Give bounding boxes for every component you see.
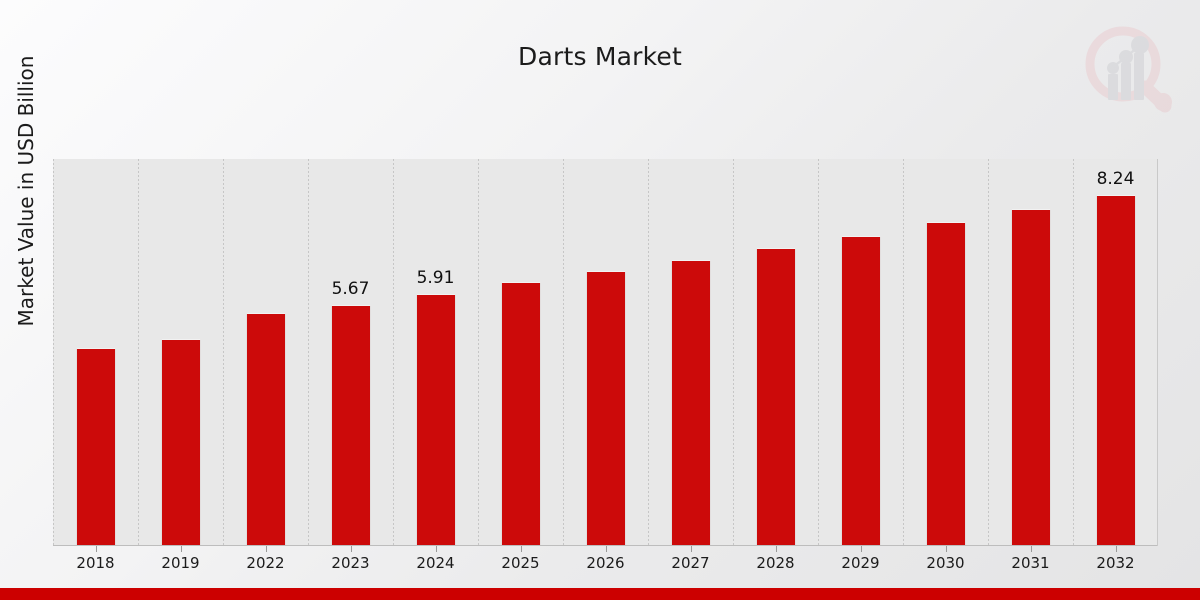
bar-group[interactable]: [500, 159, 541, 546]
x-axis-tick: [435, 546, 437, 552]
bar[interactable]: [1095, 195, 1136, 546]
x-axis-tick: [350, 546, 352, 552]
bar[interactable]: [500, 282, 541, 546]
bar[interactable]: [75, 348, 116, 546]
bar-group[interactable]: [670, 159, 711, 546]
bar[interactable]: [415, 294, 456, 546]
bar[interactable]: [925, 222, 966, 546]
x-axis-tick-label: 2025: [501, 554, 540, 572]
market-research-magnifier-logo-icon: [1079, 22, 1175, 114]
gridline: [733, 159, 734, 546]
page-title: Darts Market: [518, 42, 682, 71]
bar-group[interactable]: [245, 159, 286, 546]
gridline: [138, 159, 139, 546]
bar[interactable]: [1010, 208, 1051, 546]
gridlines: [53, 159, 1157, 546]
x-axis-tick-label: 2018: [76, 554, 115, 572]
bar-group[interactable]: 5.91: [415, 159, 456, 546]
gridline: [478, 159, 479, 546]
x-axis-tick: [1030, 546, 1032, 552]
gridline: [648, 159, 649, 546]
x-axis-tick-label: 2019: [161, 554, 200, 572]
bar-value-label: 5.91: [416, 268, 455, 289]
x-axis-tick-label: 2028: [756, 554, 795, 572]
x-axis-tick: [605, 546, 607, 552]
x-axis-tick: [690, 546, 692, 552]
bar[interactable]: [840, 235, 881, 546]
x-axis-tick: [265, 546, 267, 552]
gridline: [53, 159, 54, 546]
bar[interactable]: [585, 270, 626, 546]
bar-group[interactable]: [75, 159, 116, 546]
bar[interactable]: [160, 339, 201, 546]
bar[interactable]: [245, 312, 286, 546]
gridline: [818, 159, 819, 546]
gridline: [988, 159, 989, 546]
x-axis-tick: [945, 546, 947, 552]
x-axis-tick: [1115, 546, 1117, 552]
bar-group[interactable]: [160, 159, 201, 546]
x-axis-tick: [520, 546, 522, 552]
bar-group[interactable]: 8.24: [1095, 159, 1136, 546]
x-axis-tick: [180, 546, 182, 552]
x-axis-tick-label: 2024: [416, 554, 455, 572]
bar-group[interactable]: [840, 159, 881, 546]
gridline: [393, 159, 394, 546]
bar[interactable]: [755, 247, 796, 546]
bar-group[interactable]: 5.67: [330, 159, 371, 546]
bar-group[interactable]: [1010, 159, 1051, 546]
x-axis-tick: [860, 546, 862, 552]
bar-value-label: 8.24: [1096, 169, 1135, 190]
x-axis-tick-label: 2026: [586, 554, 625, 572]
x-axis-tick-label: 2022: [246, 554, 285, 572]
gridline: [903, 159, 904, 546]
x-axis: 2018 2019 2022 2023 2024 2025 2026 2027 2028 2029…: [53, 546, 1158, 580]
x-axis-tick-label: 2023: [331, 554, 370, 572]
gridline: [563, 159, 564, 546]
gridline: [1073, 159, 1074, 546]
footer-accent-bar: [0, 588, 1200, 600]
plot-area: 5.67 5.91 8.24: [53, 159, 1158, 546]
bar-value-label: 5.67: [331, 278, 370, 299]
y-axis-title: Market Value in USD Billion: [14, 55, 38, 327]
gridline: [223, 159, 224, 546]
x-axis-tick-label: 2027: [671, 554, 710, 572]
x-axis-tick-label: 2029: [841, 554, 880, 572]
bar-group[interactable]: [755, 159, 796, 546]
x-axis-tick-label: 2031: [1011, 554, 1050, 572]
gridline: [308, 159, 309, 546]
bar-group[interactable]: [925, 159, 966, 546]
x-axis-tick-label: 2032: [1096, 554, 1135, 572]
bar[interactable]: [670, 260, 711, 546]
x-axis-tick: [95, 546, 97, 552]
bar-group[interactable]: [585, 159, 626, 546]
x-axis-tick-label: 2030: [926, 554, 965, 572]
bars-layer: 5.67 5.91 8.24: [53, 159, 1157, 546]
bar[interactable]: [330, 304, 371, 546]
x-axis-tick: [775, 546, 777, 552]
